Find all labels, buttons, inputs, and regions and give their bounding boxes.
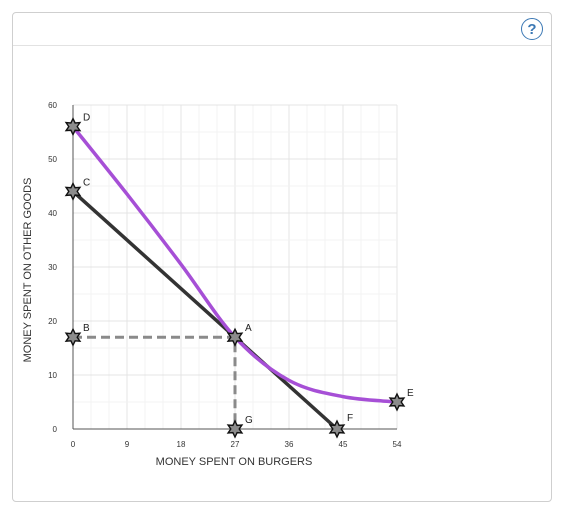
point-label: G bbox=[245, 415, 253, 426]
star-icon bbox=[328, 419, 346, 439]
x-tick-label: 27 bbox=[231, 440, 240, 449]
x-tick-label: 0 bbox=[71, 440, 76, 449]
dashed-guide-line bbox=[73, 335, 237, 429]
panel-header: ? bbox=[13, 13, 551, 46]
indifference-curve bbox=[71, 124, 399, 404]
x-tick-label: 36 bbox=[285, 440, 294, 449]
point-b-marker[interactable]: B bbox=[64, 323, 90, 347]
y-tick-label: 0 bbox=[53, 425, 58, 434]
grid bbox=[72, 104, 398, 430]
budget-line bbox=[71, 189, 339, 431]
point-a-marker[interactable]: A bbox=[226, 323, 252, 347]
point-g-marker[interactable]: G bbox=[226, 415, 253, 439]
y-tick-label: 40 bbox=[48, 209, 57, 218]
point-e-marker[interactable]: E bbox=[388, 388, 414, 412]
star-icon bbox=[388, 392, 406, 412]
star-icon bbox=[64, 327, 82, 347]
x-tick-label: 18 bbox=[177, 440, 186, 449]
point-label: F bbox=[347, 413, 353, 424]
x-tick-label: 54 bbox=[393, 440, 402, 449]
y-tick-label: 30 bbox=[48, 263, 57, 272]
y-tick-label: 50 bbox=[48, 155, 57, 164]
y-tick-label: 10 bbox=[48, 371, 57, 380]
x-tick-label: 9 bbox=[125, 440, 130, 449]
star-icon bbox=[64, 181, 82, 202]
point-f-marker[interactable]: F bbox=[328, 413, 353, 439]
star-icon bbox=[226, 327, 244, 347]
star-icon bbox=[64, 116, 82, 137]
point-label: D bbox=[83, 113, 90, 124]
y-axis-title: MONEY SPENT ON OTHER GOODS bbox=[22, 178, 34, 363]
help-button[interactable]: ? bbox=[521, 18, 543, 40]
point-label: C bbox=[83, 177, 90, 188]
axes: 0 9 18 27 36 45 54 0 10 20 30 40 50 60 bbox=[48, 101, 402, 449]
star-icon bbox=[226, 419, 244, 439]
x-axis-title: MONEY SPENT ON BURGERS bbox=[156, 456, 313, 468]
x-tick-label: 45 bbox=[339, 440, 348, 449]
y-tick-label: 60 bbox=[48, 101, 57, 110]
point-label: B bbox=[83, 323, 90, 334]
point-c-marker[interactable]: C bbox=[64, 177, 90, 202]
point-label: E bbox=[407, 388, 414, 399]
graph-panel: ? bbox=[12, 12, 552, 502]
point-d-marker[interactable]: D bbox=[64, 113, 90, 137]
y-tick-label: 20 bbox=[48, 317, 57, 326]
point-label: A bbox=[245, 323, 252, 334]
points[interactable]: D C B A G F E bbox=[64, 113, 414, 439]
